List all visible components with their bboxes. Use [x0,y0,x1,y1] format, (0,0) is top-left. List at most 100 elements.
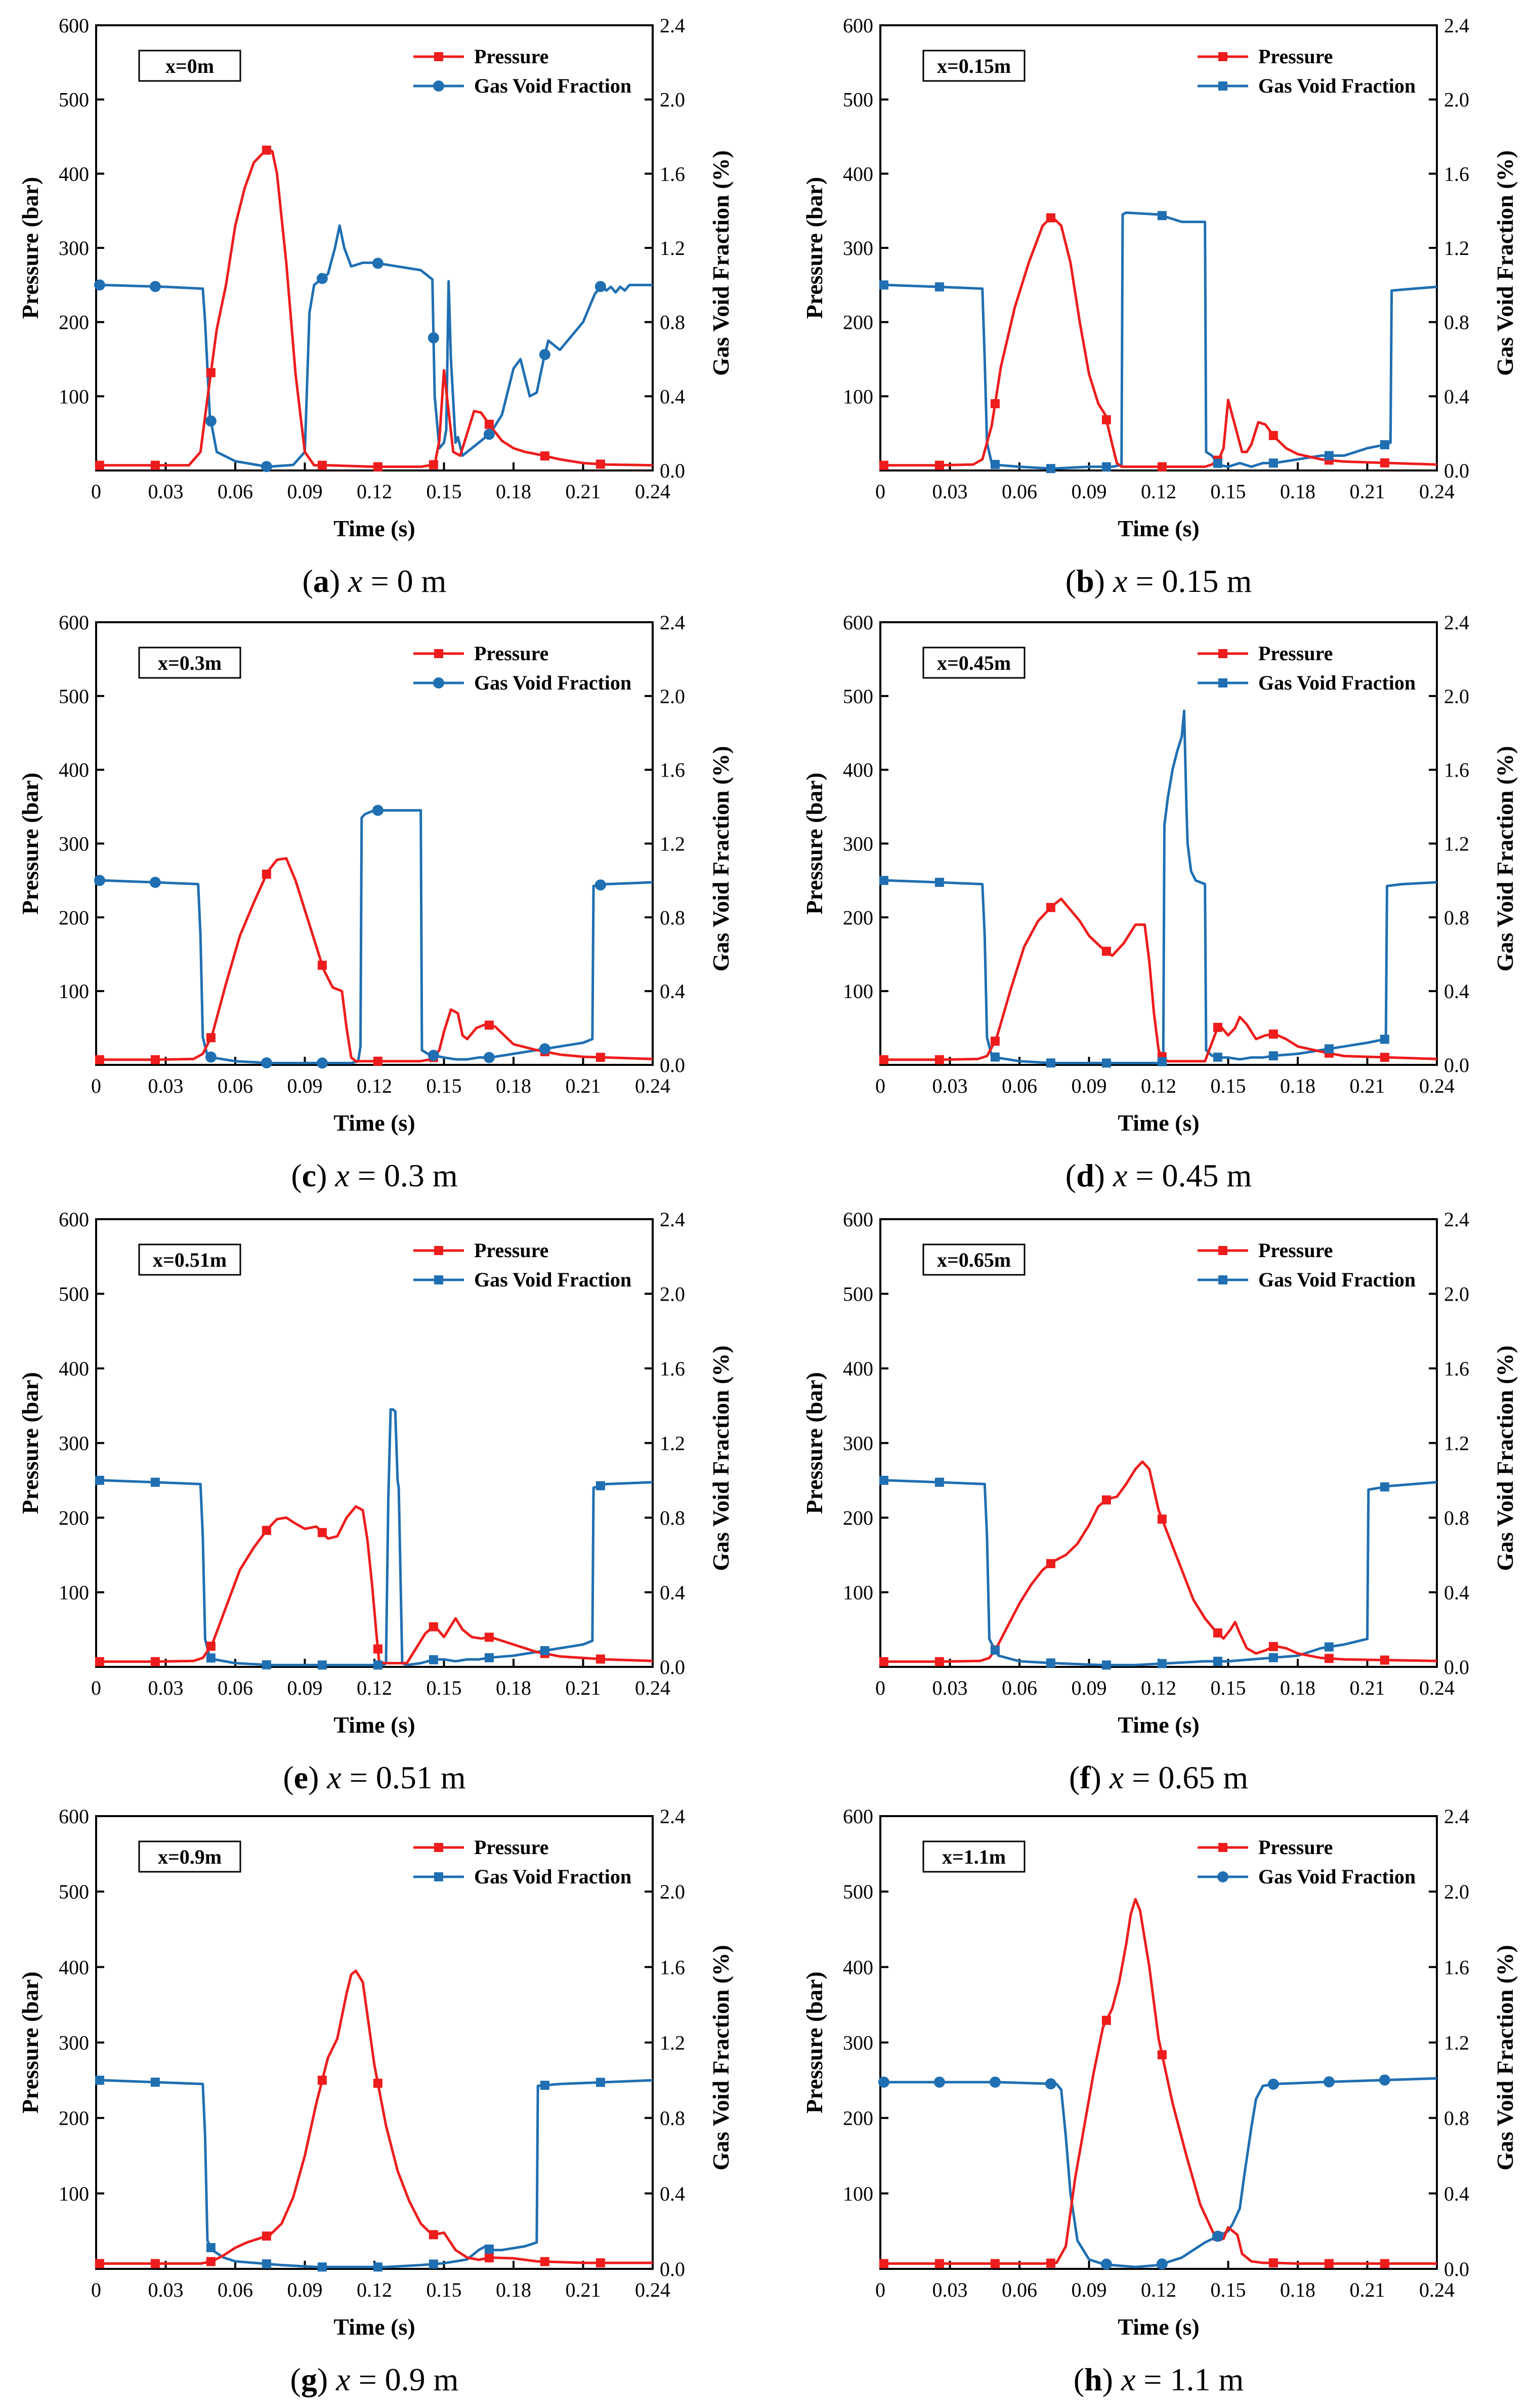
caption-paren-close: ) [1091,1759,1110,1795]
x-tick-label: 0.18 [1280,1074,1315,1097]
chart-panel-f: 0 0.03 0.06 0.09 0.12 0.15 0.18 0.21 0.24 100 200 3… [801,1208,1518,1795]
x-tick-label: 0.21 [1350,1074,1385,1097]
y-right-tick-label: 1.2 [660,1432,685,1455]
void-fraction-marker [95,1476,104,1485]
y-right-tick-label: 2.0 [660,685,685,708]
y-right-tick-label: 2.4 [660,14,685,37]
y-right-tick-label: 2.4 [660,1805,685,1828]
panel-caption: (a) x = 0 m [303,563,447,599]
y-right-tick-label: 0.0 [1444,2258,1469,2281]
legend-void-marker [1218,1275,1227,1284]
x-tick-label: 0.06 [218,1676,253,1699]
pressure-marker [1213,1022,1222,1032]
void-fraction-marker [1213,1656,1222,1666]
void-fraction-marker [1046,1058,1055,1068]
y-right-axis-title: Gas Void Fraction (%) [708,150,734,376]
legend-void-label: Gas Void Fraction [1258,1268,1416,1291]
caption-paren-open: ( [1066,563,1076,599]
void-fraction-marker [1213,458,1222,468]
pressure-marker [429,460,438,469]
void-fraction-marker [1157,1659,1167,1668]
void-fraction-marker [934,878,944,887]
x-axis-title: Time (s) [333,1712,415,1738]
void-fraction-marker [262,2259,271,2269]
pressure-marker [1268,431,1278,440]
y-right-tick-label: 0.8 [660,1507,685,1529]
pressure-marker [1157,1514,1167,1524]
pressure-marker [1046,1559,1055,1568]
y-left-axis-title: Pressure (bar) [801,177,827,319]
position-label: x=0.51m [153,1249,227,1271]
void-fraction-marker [317,2262,327,2272]
pressure-marker [1101,1495,1111,1504]
x-tick-label: 0.15 [1211,480,1246,503]
pressure-marker [1268,1029,1278,1039]
pressure-marker [373,1056,382,1066]
void-fraction-marker [1046,1658,1055,1668]
void-fraction-marker [372,257,384,269]
legend-pressure-marker [434,1246,443,1255]
void-fraction-marker [1324,451,1334,460]
void-fraction-marker [317,1660,327,1670]
y-left-tick-label: 200 [843,906,873,929]
y-left-tick-label: 600 [843,14,873,37]
x-tick-label: 0.03 [148,1676,184,1699]
caption-letter: a [313,563,329,599]
y-left-tick-label: 500 [59,1283,89,1306]
chart-panel-d: 0 0.03 0.06 0.09 0.12 0.15 0.18 0.21 0.24 100 200 3… [801,611,1518,1193]
pressure-marker [879,2259,888,2268]
position-label-box [922,647,1026,679]
legend-void-marker [433,677,444,689]
y-left-tick-label: 300 [59,833,89,855]
position-label: x=0.9m [158,1845,222,1868]
x-tick-label: 0.18 [496,2278,531,2301]
void-fraction-marker [990,1052,1000,1062]
pressure-marker [595,1654,605,1664]
y-left-tick-label: 300 [843,2032,873,2054]
y-left-tick-label: 500 [59,685,89,708]
void-fraction-marker [94,875,105,886]
caption-paren-open: ( [1069,1759,1080,1795]
y-left-tick-label: 600 [59,611,89,634]
legend-void-label: Gas Void Fraction [474,1268,631,1291]
y-right-tick-label: 0.4 [1444,2182,1469,2205]
y-right-tick-label: 1.6 [660,759,685,782]
pressure-marker [595,2258,605,2268]
void-fraction-marker [149,281,161,292]
pressure-marker [879,460,888,470]
y-left-tick-label: 200 [843,311,873,334]
void-fraction-marker [1324,1642,1334,1652]
x-tick-label: 0.09 [1072,2278,1107,2301]
void-fraction-marker [1379,2074,1390,2086]
pressure-marker [1324,2259,1334,2268]
void-fraction-marker [595,1481,605,1490]
y-right-axis-title: Gas Void Fraction (%) [708,1945,734,2171]
x-tick-label: 0.06 [218,480,253,503]
caption-value: = 0.3 m [350,1157,458,1193]
y-left-tick-label: 100 [843,980,873,1003]
x-tick-label: 0.21 [566,2278,601,2301]
x-tick-label: 0.06 [218,1074,253,1097]
pressure-marker [150,460,160,470]
legend-void-label: Gas Void Fraction [474,671,631,694]
y-right-tick-label: 0.4 [660,980,685,1003]
caption-value: = 0.9 m [351,2361,459,2397]
void-fraction-marker [540,2081,549,2090]
void-fraction-marker [879,876,888,885]
void-fraction-marker [1100,2258,1112,2270]
caption-value: = 0 m [363,563,447,599]
x-tick-label: 0.15 [1211,2278,1246,2301]
gas-void-fraction-line [880,211,1437,470]
position-label-box [138,1840,241,1873]
pressure-line [96,857,653,1063]
panel-caption: (d) x = 0.45 m [1066,1157,1252,1193]
legend-pressure-marker [434,1843,443,1852]
x-tick-label: 0.12 [1141,480,1176,503]
legend-void-marker [1218,81,1227,91]
position-label-box [922,1840,1026,1873]
pressure-marker [317,2076,327,2085]
x-tick-label: 0.09 [1072,480,1107,503]
pressure-marker [1268,1642,1278,1651]
y-left-tick-label: 600 [843,1805,873,1828]
y-right-axis-title: Gas Void Fraction (%) [708,1346,734,1571]
